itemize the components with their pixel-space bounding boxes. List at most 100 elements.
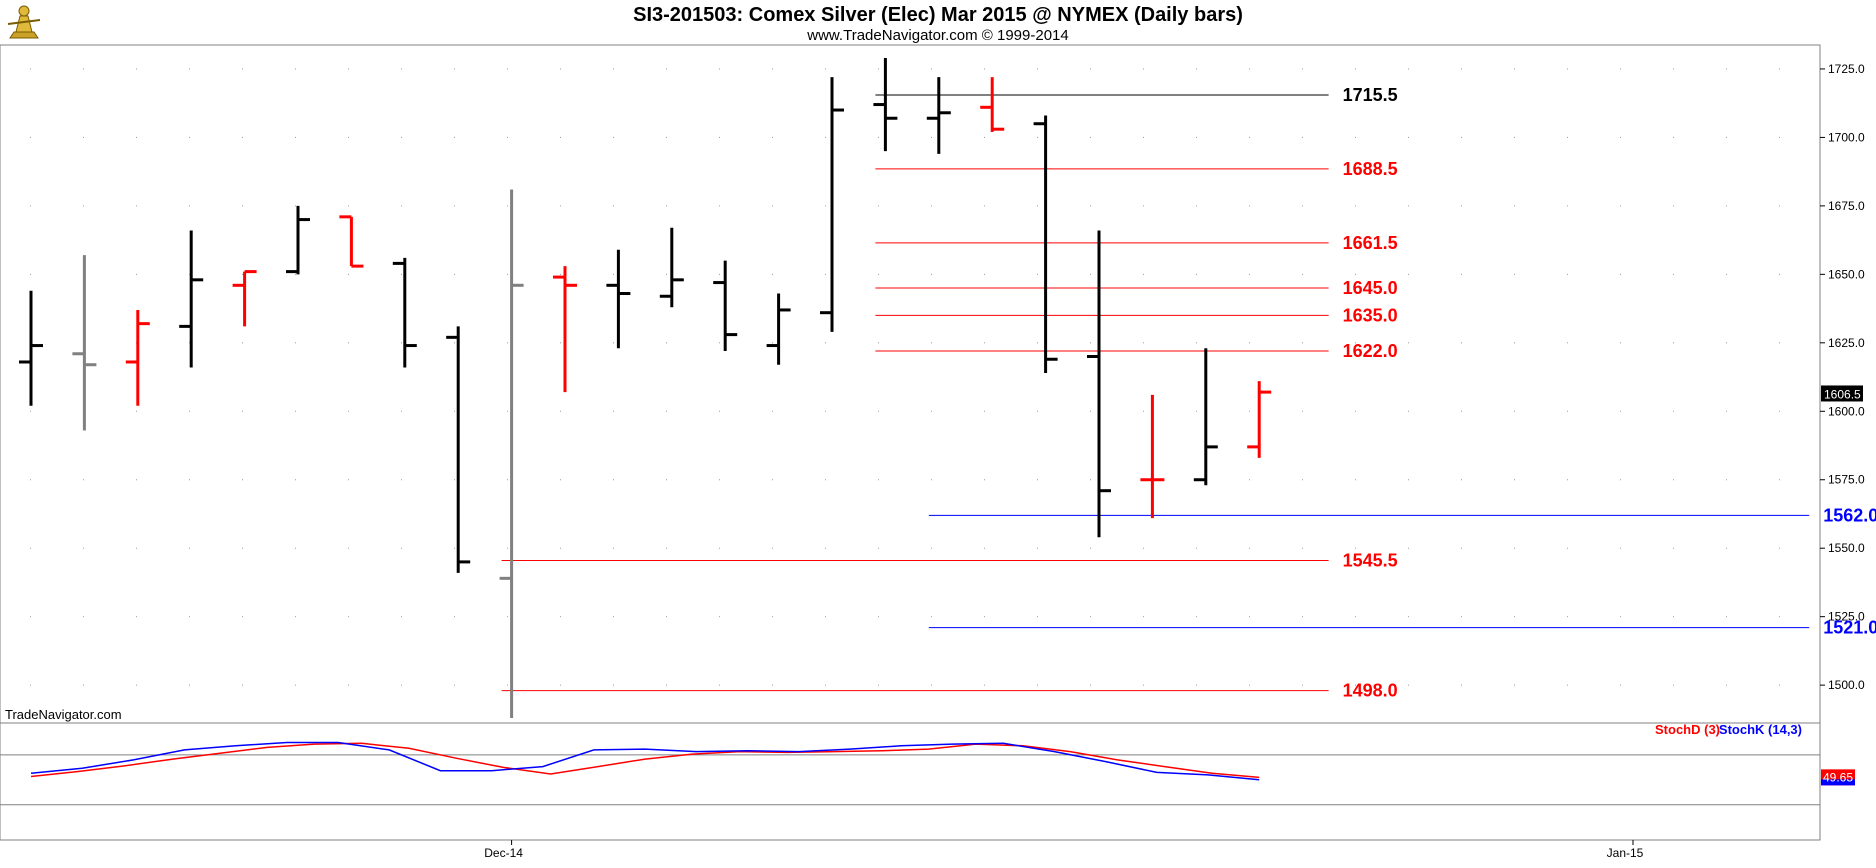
grid-dot: [1249, 684, 1250, 686]
grid-dot: [1620, 205, 1621, 207]
grid-dot: [931, 547, 932, 549]
grid-dot: [295, 616, 296, 618]
grid-dot: [1514, 273, 1515, 275]
grid-dot: [878, 136, 879, 138]
grid-dot: [242, 273, 243, 275]
grid-dot: [1302, 479, 1303, 481]
grid-dot: [295, 136, 296, 138]
grid-dot: [1302, 684, 1303, 686]
grid-dot: [1620, 616, 1621, 618]
last-price-label: 1606.5: [1824, 387, 1861, 401]
grid-dot: [1302, 616, 1303, 618]
grid-dot: [242, 410, 243, 412]
grid-dot: [1673, 136, 1674, 138]
grid-dot: [560, 342, 561, 344]
grid-dot: [1620, 410, 1621, 412]
level-label: 1562.0: [1823, 505, 1876, 525]
grid-dot: [825, 273, 826, 275]
grid-dot: [666, 205, 667, 207]
grid-dot: [1090, 479, 1091, 481]
grid-dot: [1567, 616, 1568, 618]
level-label: 1635.0: [1343, 305, 1398, 325]
grid-dot: [1567, 479, 1568, 481]
grid-dot: [1037, 479, 1038, 481]
grid-dot: [1567, 205, 1568, 207]
grid-dot: [401, 479, 402, 481]
grid-dot: [1461, 547, 1462, 549]
grid-dot: [613, 68, 614, 70]
grid-dot: [189, 547, 190, 549]
grid-dot: [30, 136, 31, 138]
grid-dot: [613, 205, 614, 207]
header: SI3-201503: Comex Silver (Elec) Mar 2015…: [0, 0, 1876, 45]
price-levels: 1715.5 1688.5 1661.5 1645.0 1635.0 1622.0 1562…: [501, 85, 1876, 701]
grid-dot: [560, 479, 561, 481]
grid-dot: [1355, 684, 1356, 686]
grid-dot: [825, 684, 826, 686]
grid-dot: [560, 136, 561, 138]
x-tick-label: Jan-15: [1607, 846, 1644, 860]
grid-dot: [1726, 684, 1727, 686]
grid-dot: [507, 616, 508, 618]
grid-dot: [825, 342, 826, 344]
grid-dot: [507, 273, 508, 275]
grid-dot: [1355, 68, 1356, 70]
grid-dot: [984, 342, 985, 344]
grid-dot: [348, 136, 349, 138]
grid-dot: [1143, 616, 1144, 618]
grid-dot: [1196, 68, 1197, 70]
grid-dot: [1779, 410, 1780, 412]
grid-dot: [1514, 205, 1515, 207]
grid-dot: [1143, 342, 1144, 344]
grid-dot: [560, 68, 561, 70]
grid-dot: [613, 616, 614, 618]
grid-dot: [878, 616, 879, 618]
grid-dot: [83, 479, 84, 481]
grid-dot: [507, 342, 508, 344]
grid-dot: [136, 547, 137, 549]
grid-dot: [454, 205, 455, 207]
grid-dot: [984, 136, 985, 138]
grid-dot: [984, 273, 985, 275]
y-tick-label: 1575.0: [1828, 473, 1865, 487]
grid-dot: [401, 616, 402, 618]
grid-dot: [1620, 342, 1621, 344]
grid-dot: [83, 547, 84, 549]
grid-dot: [30, 205, 31, 207]
grid-dot: [1779, 479, 1780, 481]
grid-dot: [560, 616, 561, 618]
grid-dot: [1726, 479, 1727, 481]
grid-dot: [666, 410, 667, 412]
grid-dot: [1355, 479, 1356, 481]
grid-dot: [878, 273, 879, 275]
grid-dot: [772, 136, 773, 138]
grid-dot: [1037, 684, 1038, 686]
grid-dot: [931, 479, 932, 481]
grid-dot: [1673, 273, 1674, 275]
grid-dot: [984, 410, 985, 412]
grid-dot: [348, 684, 349, 686]
grid-dot: [1514, 684, 1515, 686]
last-price-box: [1821, 385, 1863, 402]
grid-dot: [1249, 273, 1250, 275]
grid-dot: [1779, 136, 1780, 138]
y-tick-label: 1625.0: [1828, 336, 1865, 350]
grid-dot: [507, 410, 508, 412]
grid-dot: [1196, 616, 1197, 618]
grid-dot: [242, 479, 243, 481]
grid-dot: [1196, 342, 1197, 344]
grid-dot: [1514, 479, 1515, 481]
grid-dot: [1037, 616, 1038, 618]
grid-dot: [1514, 616, 1515, 618]
grid-dot: [1090, 68, 1091, 70]
grid-dot: [772, 342, 773, 344]
grid-dot: [1461, 68, 1462, 70]
grid-dot: [719, 273, 720, 275]
grid-dot: [242, 342, 243, 344]
grid-dot: [83, 684, 84, 686]
grid-dot: [931, 410, 932, 412]
grid-dot: [1461, 136, 1462, 138]
grid-dot: [719, 205, 720, 207]
